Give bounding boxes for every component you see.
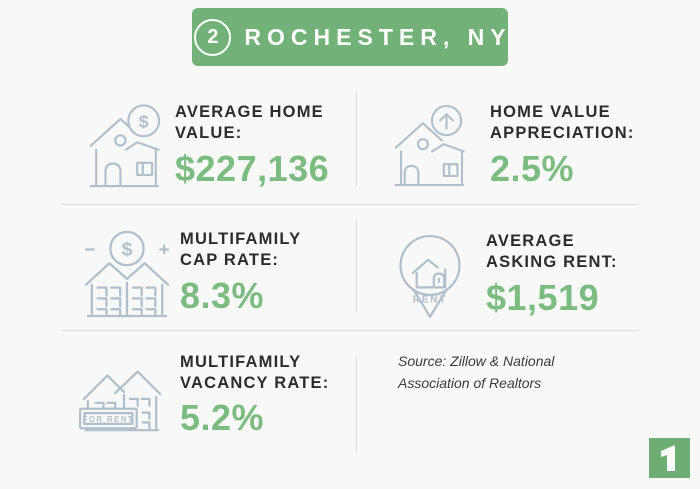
source-note: Source: Zillow & National Association of… — [398, 351, 554, 394]
rank-number-badge: 2 — [194, 18, 232, 56]
asking-rent-pin-icon: RENT — [392, 228, 468, 322]
rank-number: 2 — [207, 25, 219, 48]
source-line: Source: Zillow & National — [398, 353, 555, 369]
city-header-banner: 2 ROCHESTER, NY — [192, 8, 508, 66]
brand-logo — [649, 438, 690, 478]
stat-label: AVERAGE — [486, 232, 575, 251]
stat-label: APPRECIATION: — [490, 124, 635, 142]
stat-value: 8.3% — [180, 274, 265, 316]
vertical-divider — [356, 357, 357, 452]
stat-label: VALUE: — [175, 124, 243, 142]
stat-value: 5.2% — [180, 397, 265, 439]
stat-multifamily-vacancy-rate: FOR RENT MULTIFAMILY VACANCY RATE: 5.2% — [78, 352, 329, 439]
brand-logo-glyph — [661, 445, 675, 471]
source-line: Association of Realtors — [398, 374, 542, 391]
stat-label: VACANCY RATE: — [180, 373, 330, 392]
horizontal-divider — [61, 204, 639, 205]
home-dollar-icon: $ — [85, 100, 167, 192]
stat-value: $1,519 — [486, 276, 600, 318]
stat-home-value-appreciation: HOME VALUE APPRECIATION: 2.5% — [392, 101, 635, 191]
stat-label: MULTIFAMILY — [180, 353, 302, 371]
stat-label: ASKING RENT: — [486, 253, 618, 271]
stat-label: CAP RATE: — [180, 251, 280, 269]
stat-value: 2.5% — [490, 147, 575, 189]
stat-label: HOME VALUE — [490, 103, 611, 122]
stat-value: $227,136 — [175, 147, 330, 189]
stat-label: MULTIFAMILY — [180, 230, 302, 249]
multifamily-cap-icon: $ — [82, 226, 172, 320]
stat-average-asking-rent: RENT AVERAGE ASKING RENT: $1,519 — [392, 228, 618, 322]
city-title: ROCHESTER, NY — [244, 23, 512, 50]
for-rent-houses-icon: FOR RENT — [78, 354, 170, 438]
rent-glyph: RENT — [413, 295, 448, 306]
stat-label: AVERAGE HOME — [175, 103, 324, 122]
dollar-glyph: $ — [122, 238, 133, 260]
horizontal-divider — [61, 330, 639, 331]
vertical-divider — [356, 92, 357, 186]
stat-average-home-value: $ AVERAGE HOME VALUE: $227,136 — [85, 100, 329, 192]
dollar-glyph: $ — [139, 111, 149, 131]
vertical-divider — [356, 220, 357, 312]
home-appreciation-icon — [392, 101, 472, 191]
for-rent-glyph: FOR RENT — [83, 415, 135, 424]
stat-multifamily-cap-rate: $ MULTIFAMILY CAP RATE: 8.3% — [82, 226, 301, 320]
